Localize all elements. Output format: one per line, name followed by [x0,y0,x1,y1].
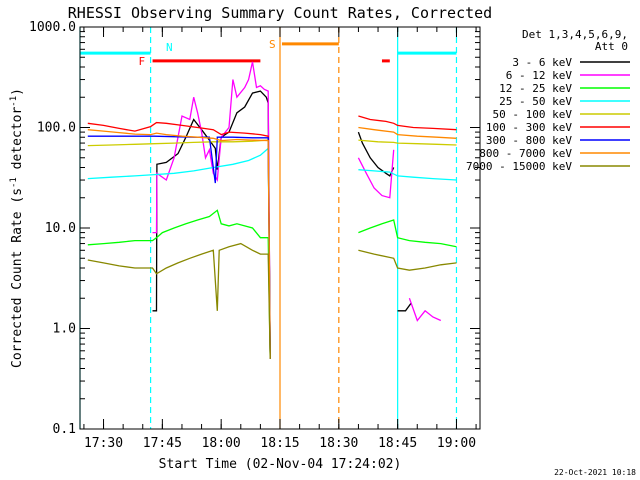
chart-title: RHESSI Observing Summary Count Rates, Co… [68,4,492,22]
x-tick-label: 18:00 [202,436,241,451]
flag-label: S [269,38,276,51]
legend-label: 12 - 25 keV [499,82,572,95]
series-lines [87,61,457,359]
legend-header-attenuator: Att 0 [595,40,628,53]
series-line [87,146,271,359]
legend-label: 800 - 7000 keV [479,147,572,160]
series-line-segment [397,302,412,312]
x-tick-label: 18:15 [260,436,299,451]
series-line-segment [358,249,457,271]
series-line [152,61,271,359]
y-axis-label: Corrected Count Rate (s-1 detector-1) [9,88,25,368]
x-axis: 17:30 17:45 18:00 18:15 18:30 18:45 19:00 [83,27,477,451]
time-markers [79,27,458,429]
x-tick-label: 17:45 [143,436,182,451]
y-axis: 0.1 1.0 10.0 100.0 1000.0 [29,20,480,437]
y-tick-label: 1.0 [53,322,76,337]
series-line-segment [358,126,457,139]
legend-header-detectors: Det 1,3,4,5,6,9, [522,28,628,41]
series-line-segment [358,219,457,248]
x-tick-label: 18:30 [319,436,358,451]
x-tick-label: 17:30 [84,436,123,451]
legend-label: 100 - 300 keV [486,121,572,134]
series-line-segment [358,139,457,146]
series-line-segment [357,149,395,199]
footer-timestamp: 22-Oct-2021 10:18 [554,468,636,477]
legend-label: 50 - 100 keV [493,108,573,121]
y-tick-label: 100.0 [37,121,76,136]
y-tick-label: 1000.0 [29,20,76,35]
legend-label: 6 - 12 keV [506,69,573,82]
series-line-segment [408,297,442,322]
observing-flags: N F S [80,38,457,68]
legend-label: 3 - 6 keV [512,56,572,69]
series-line [152,90,271,359]
series-line-segment [358,169,457,181]
legend-label: 7000 - 15000 keV [466,160,572,173]
series-line-segment [358,115,457,131]
x-axis-label: Start Time (02-Nov-04 17:24:02) [159,457,402,472]
y-tick-label: 10.0 [45,221,76,236]
legend-label: 300 - 800 keV [486,134,572,147]
series-line [87,209,271,359]
y-tick-label: 0.1 [53,422,76,437]
series-line-segment [357,131,395,177]
x-tick-label: 18:45 [378,436,417,451]
series-line [87,121,271,359]
flag-label: F [139,55,146,68]
x-tick-label: 19:00 [437,436,476,451]
series-line [87,242,271,359]
legend-label: 25 - 50 keV [499,95,572,108]
series-line [87,135,271,359]
flag-label: N [166,41,173,54]
series-line [87,129,271,359]
